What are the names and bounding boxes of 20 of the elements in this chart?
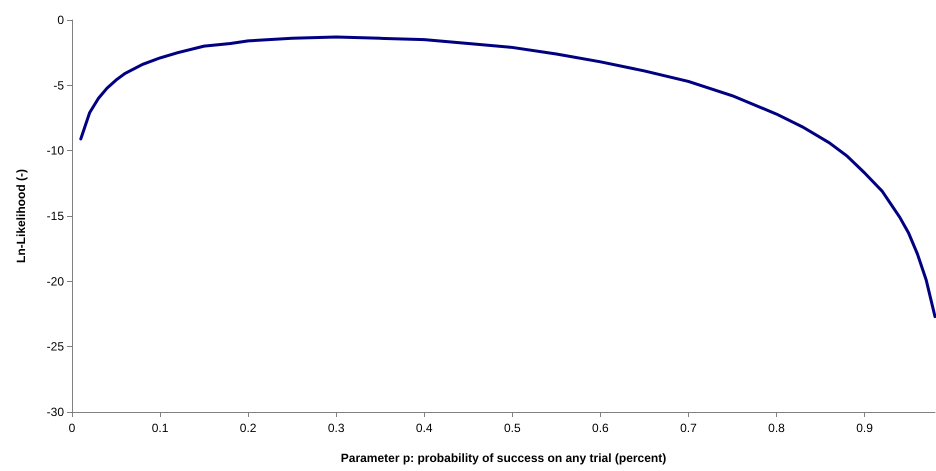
x-tick-label: 0.8 <box>768 421 786 435</box>
y-axis-title: Ln-Likelihood (-) <box>14 169 28 263</box>
x-tick-label: 0.6 <box>592 421 610 435</box>
x-axis-title: Parameter p: probability of success on any trial (percent) <box>340 451 666 465</box>
y-tick-label: -10 <box>46 144 64 158</box>
y-tick-label: -15 <box>46 209 64 223</box>
y-tick-label: -20 <box>46 274 64 288</box>
y-tick-label: 0 <box>57 13 64 27</box>
x-tick-label: 0.7 <box>680 421 698 435</box>
x-tick-label: 0 <box>68 421 76 435</box>
x-tick-label: 0.1 <box>152 421 169 435</box>
y-tick-label: -5 <box>53 78 64 92</box>
x-tick-label: 0.3 <box>328 421 345 435</box>
x-tick-label: 0.5 <box>504 421 521 435</box>
y-tick-label: -25 <box>46 340 64 354</box>
x-tick-label: 0.9 <box>856 421 874 435</box>
x-tick-label: 0.2 <box>240 421 257 435</box>
x-tick-label: 0.4 <box>416 421 433 435</box>
y-tick-label: -30 <box>46 405 64 419</box>
line-series <box>79 35 936 318</box>
